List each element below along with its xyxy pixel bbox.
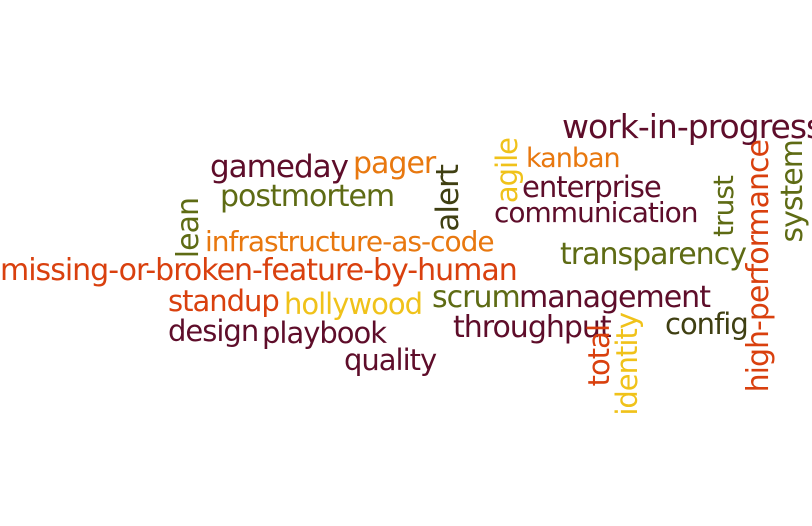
word-infrastructure-as-code: infrastructure-as-code	[205, 225, 495, 258]
word-alert: alert	[430, 165, 466, 232]
word-standup: standup	[168, 284, 280, 318]
word-postmortem: postmortem	[220, 179, 395, 214]
word-design: design	[168, 314, 259, 348]
word-management: management	[519, 280, 711, 315]
word-enterprise: enterprise	[522, 170, 662, 204]
word-config: config	[665, 307, 749, 341]
word-hollywood: hollywood	[284, 287, 423, 321]
word-playbook: playbook	[262, 316, 387, 350]
word-scrum: scrum	[432, 280, 521, 315]
word-trust: trust	[707, 176, 740, 237]
word-agile: agile	[490, 138, 524, 204]
word-missing-or-broken-feature-by-human: missing-or-broken-feature-by-human	[0, 253, 518, 288]
word-gameday: gameday	[210, 149, 349, 185]
word-throughput: throughput	[453, 310, 612, 345]
word-transparency: transparency	[560, 237, 747, 272]
word-kanban: kanban	[526, 143, 621, 174]
word-pager: pager	[353, 146, 436, 181]
word-identity: identity	[610, 313, 644, 416]
word-high-performance: high-performance	[741, 140, 776, 393]
word-quality: quality	[344, 343, 437, 377]
word-lean: lean	[171, 198, 206, 259]
word-system: system	[775, 140, 810, 243]
word-communication: communication	[494, 196, 699, 229]
word-work-in-progress: work-in-progress	[562, 107, 812, 146]
